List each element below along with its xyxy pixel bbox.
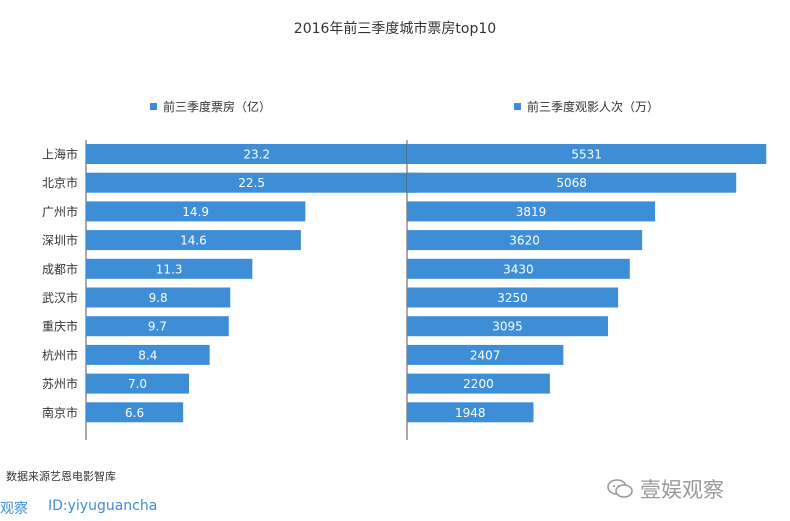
category-label: 北京市 <box>42 175 78 190</box>
legend-label-box-office: 前三季度票房（亿） <box>163 100 272 114</box>
bar-admissions <box>407 201 656 222</box>
bar-admissions <box>407 344 564 365</box>
bar-admissions <box>407 402 534 423</box>
legend-box-office: 前三季度票房（亿） <box>150 98 271 115</box>
bar-admissions <box>407 258 630 279</box>
bar-box-office <box>86 230 301 251</box>
bar-value-label-admissions: 3250 <box>497 291 528 305</box>
category-label: 上海市 <box>42 147 78 162</box>
bar-value-label-admissions: 1948 <box>455 406 486 420</box>
bar-value-label-admissions: 3430 <box>503 262 534 276</box>
bar-value-label-box-office: 6.6 <box>125 406 144 420</box>
chart-title: 2016年前三季度城市票房top10 <box>293 21 497 37</box>
bar-value-label-box-office: 14.9 <box>182 205 209 219</box>
bar-box-office <box>86 144 428 164</box>
footer-brand: 观察 <box>0 501 28 517</box>
bar-admissions <box>407 287 619 308</box>
category-label: 杭州市 <box>42 347 78 362</box>
bar-value-label-admissions: 3095 <box>492 320 523 334</box>
bar-value-label-box-office: 8.4 <box>138 348 157 362</box>
bar-box-office <box>86 287 231 308</box>
category-label: 武汉市 <box>42 290 78 305</box>
bar-value-label-admissions: 2407 <box>470 348 501 362</box>
bar-box-office <box>86 402 184 423</box>
bar-value-label-admissions: 5068 <box>556 176 587 190</box>
bar-admissions <box>407 144 767 164</box>
bar-value-label-admissions: 3819 <box>516 205 547 219</box>
bar-value-label-admissions: 5531 <box>571 148 602 162</box>
wechat-bubble-icon <box>606 478 634 500</box>
watermark-text: 壹娱观察 <box>640 478 724 502</box>
legend-label-admissions: 前三季度观影人次（万） <box>527 100 660 114</box>
bar-value-label-admissions: 2200 <box>463 377 494 391</box>
bar-box-office <box>86 172 418 193</box>
category-label: 南京市 <box>42 405 78 420</box>
bar-admissions <box>407 316 609 337</box>
bar-value-label-box-office: 9.8 <box>149 291 168 305</box>
bar-box-office <box>86 316 229 337</box>
bar-value-label-box-office: 11.3 <box>156 262 183 276</box>
bar-box-office <box>86 201 306 222</box>
category-label: 重庆市 <box>42 319 78 334</box>
bar-value-label-box-office: 22.5 <box>238 176 265 190</box>
legend-swatch-admissions <box>514 103 521 110</box>
footer-id: ID:yiyuguancha <box>48 498 158 514</box>
bar-admissions <box>407 373 550 394</box>
bar-admissions <box>407 230 643 251</box>
category-label: 深圳市 <box>42 233 78 248</box>
category-label: 苏州市 <box>42 376 78 391</box>
legend-admissions: 前三季度观影人次（万） <box>514 98 659 115</box>
data-source-note: 数据来源艺恩电影智库 <box>6 470 116 483</box>
legend-swatch-box-office <box>150 103 157 110</box>
bar-box-office <box>86 344 210 365</box>
category-label: 成都市 <box>42 261 78 276</box>
bar-value-label-box-office: 14.6 <box>180 234 207 248</box>
watermark: 壹娱观察 <box>606 474 724 504</box>
bar-value-label-box-office: 23.2 <box>243 148 270 162</box>
bar-value-label-box-office: 9.7 <box>148 320 167 334</box>
bar-box-office <box>86 258 253 279</box>
bar-admissions <box>407 172 737 193</box>
bar-box-office <box>86 373 190 394</box>
bar-value-label-admissions: 3620 <box>509 234 540 248</box>
bar-value-label-box-office: 7.0 <box>128 377 147 391</box>
category-label: 广州市 <box>42 204 78 219</box>
